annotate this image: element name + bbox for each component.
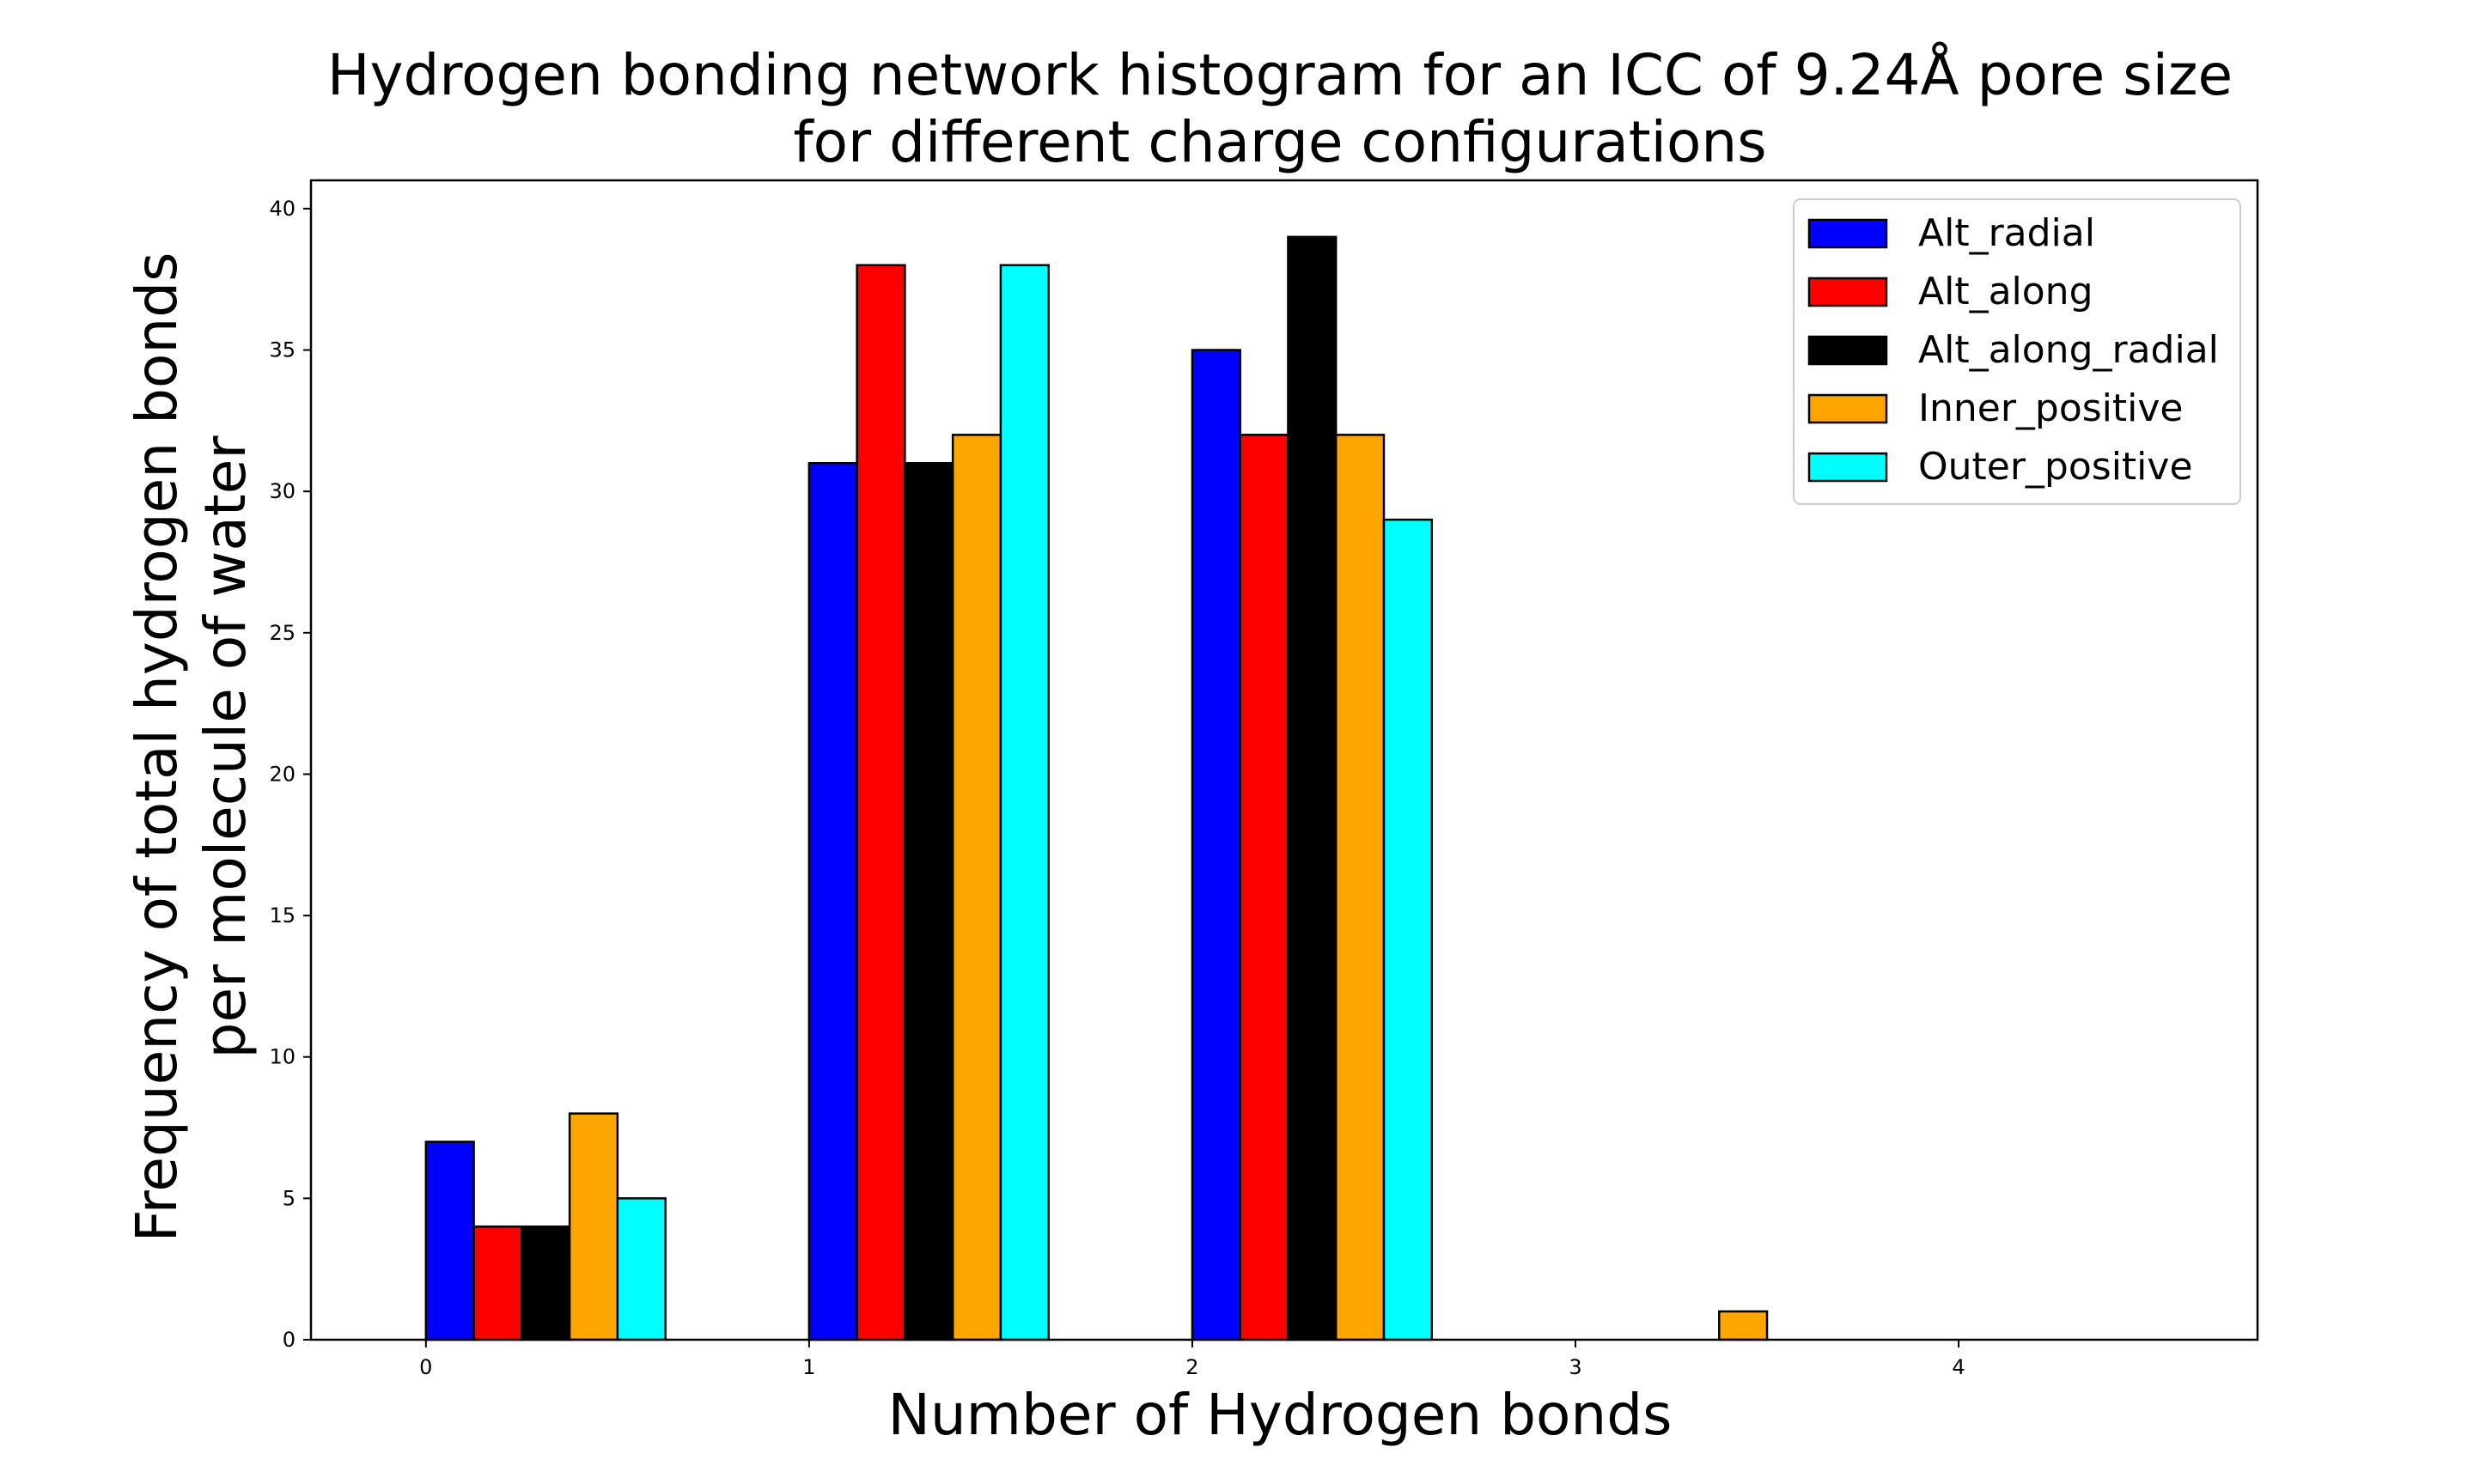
bar-outer-positive-2 bbox=[1382, 518, 1433, 1341]
y-tick-label: 0 bbox=[283, 1328, 296, 1352]
legend-swatch-alt-radial bbox=[1807, 218, 1888, 249]
legend-label-alt-along: Alt_along bbox=[1918, 270, 2093, 313]
y-tick-label: 15 bbox=[269, 903, 296, 928]
ticks-layer: 0 5 10 15 20 25 30 35 40 0 1 2 3 4 bbox=[269, 197, 1965, 1379]
bar-inner-positive-2 bbox=[1334, 434, 1386, 1341]
bar-alt-radial-1 bbox=[807, 462, 858, 1341]
chart-title-line2: for different charge configurations bbox=[793, 109, 1766, 175]
axes-layer bbox=[309, 179, 2259, 1341]
plot-frame bbox=[309, 179, 2259, 1341]
y-axis-label-line1: Frequency of total hydrogen bonds bbox=[124, 252, 190, 1243]
legend-label-alt-radial: Alt_radial bbox=[1918, 211, 2095, 255]
y-tick-label: 35 bbox=[269, 338, 296, 362]
legend-swatch-inner-positive bbox=[1807, 393, 1888, 424]
bar-alt-radial-2 bbox=[1191, 349, 1241, 1341]
y-tick-label: 25 bbox=[269, 621, 296, 645]
legend-box bbox=[1793, 198, 2241, 505]
bars-layer bbox=[424, 235, 1769, 1341]
y-tick-label: 40 bbox=[269, 197, 296, 221]
bar-alt-along-0 bbox=[472, 1226, 523, 1341]
bar-outer-positive-0 bbox=[616, 1197, 667, 1341]
chart-title-line1: Hydrogen bonding network histogram for a… bbox=[327, 42, 2233, 108]
y-axis-label-line2: per molecule of water bbox=[192, 435, 259, 1059]
y-tick-label: 10 bbox=[269, 1045, 296, 1069]
bar-alt-along-1 bbox=[856, 264, 906, 1341]
bar-alt-radial-0 bbox=[424, 1140, 475, 1341]
x-tick-label: 4 bbox=[1952, 1355, 1965, 1379]
y-tick-label: 20 bbox=[269, 762, 296, 786]
legend-label-alt-along-radial: Alt_along_radial bbox=[1918, 328, 2219, 372]
bar-inner-positive-1 bbox=[951, 434, 1002, 1341]
x-axis-label: Number of Hydrogen bonds bbox=[887, 1382, 1672, 1448]
y-tick-label: 5 bbox=[283, 1186, 296, 1210]
bar-alt-along-radial-0 bbox=[521, 1226, 571, 1341]
x-tick-label: 0 bbox=[419, 1355, 432, 1379]
legend: Alt_radial Alt_along Alt_along_radial Inner… bbox=[1793, 198, 2241, 505]
legend-swatch-alt-along-radial bbox=[1807, 335, 1888, 366]
bar-alt-along-radial-1 bbox=[904, 462, 954, 1341]
y-tick-label: 30 bbox=[269, 479, 296, 503]
x-tick-label: 2 bbox=[1185, 1355, 1198, 1379]
bar-outer-positive-1 bbox=[999, 264, 1050, 1341]
x-tick-label: 1 bbox=[802, 1355, 815, 1379]
legend-swatch-outer-positive bbox=[1807, 452, 1888, 483]
bar-inner-positive-0 bbox=[568, 1112, 619, 1341]
bar-alt-along-2 bbox=[1239, 434, 1289, 1341]
bar-inner-positive-3 bbox=[1718, 1310, 1769, 1341]
x-tick-label: 3 bbox=[1569, 1355, 1581, 1379]
legend-label-inner-positive: Inner_positive bbox=[1918, 386, 2184, 430]
legend-swatch-alt-along bbox=[1807, 277, 1888, 307]
bar-alt-along-radial-2 bbox=[1287, 235, 1338, 1341]
legend-label-outer-positive: Outer_positive bbox=[1918, 445, 2193, 489]
